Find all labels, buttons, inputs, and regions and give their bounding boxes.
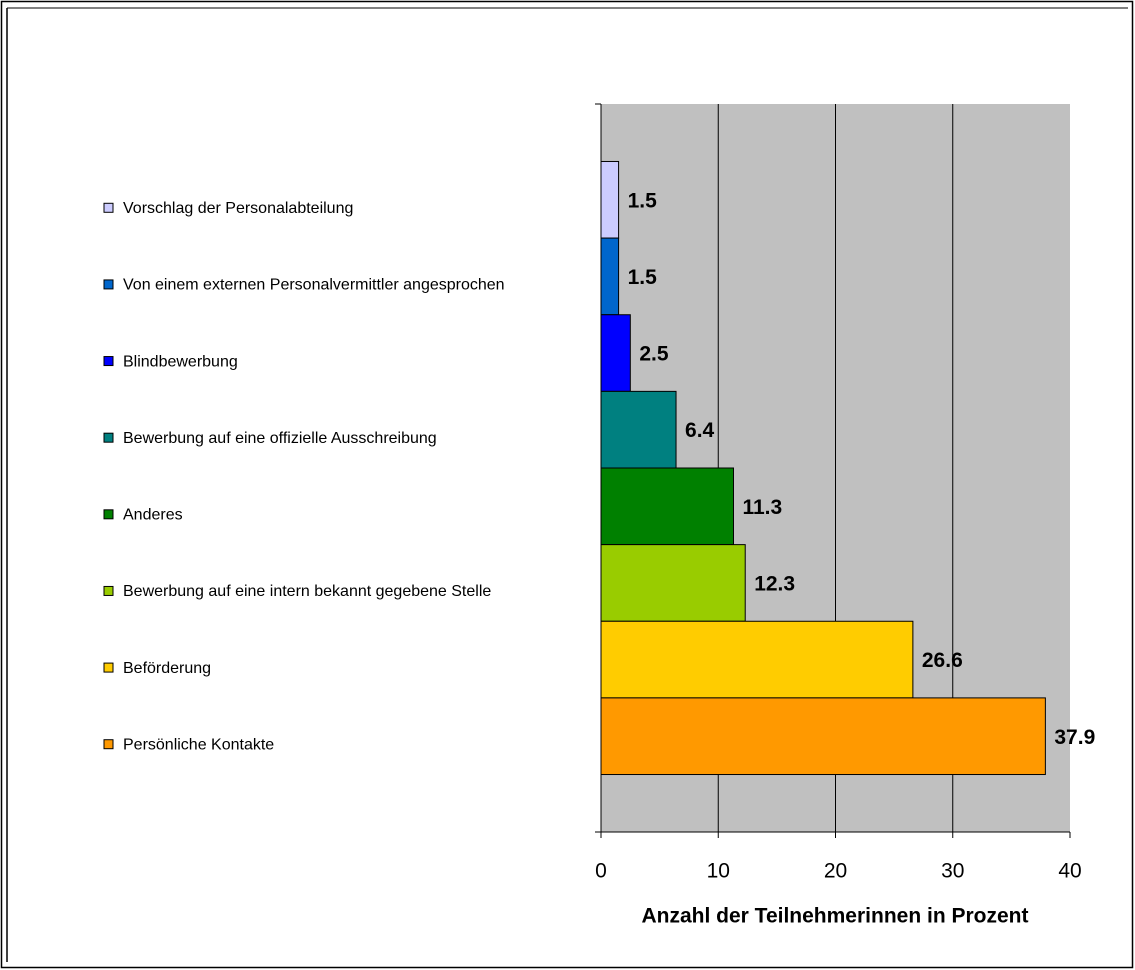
- legend-label: Persönliche Kontakte: [123, 736, 274, 753]
- legend-swatch: [103, 739, 114, 750]
- x-tick-label: 30: [941, 860, 964, 883]
- legend-label: Bewerbung auf eine offizielle Ausschreib…: [123, 430, 437, 447]
- value-label: 2.5: [639, 343, 669, 366]
- legend-label: Blindbewerbung: [123, 353, 238, 370]
- bar: [600, 314, 631, 392]
- bar: [600, 237, 620, 316]
- value-label: 6.4: [685, 419, 715, 442]
- value-label: 1.5: [628, 189, 658, 212]
- legend-swatch: [103, 356, 114, 367]
- legend-label: Von einem externen Personalvermittler an…: [123, 277, 505, 294]
- legend-label: Bewerbung auf eine intern bekannt gegebe…: [123, 583, 491, 600]
- legend-swatch: [103, 432, 114, 443]
- x-tick-label: 10: [707, 860, 730, 883]
- legend-swatch: [103, 202, 114, 213]
- bar: [600, 620, 914, 699]
- legend-label: Vorschlag der Personalabteilung: [123, 200, 353, 217]
- bar: [600, 697, 1046, 776]
- x-tick-label: 0: [595, 860, 607, 883]
- legend-label: Anderes: [123, 507, 183, 524]
- value-label: 12.3: [754, 572, 795, 595]
- bar: [600, 467, 734, 546]
- value-label: 26.6: [922, 649, 963, 672]
- legend-swatch: [103, 509, 114, 520]
- bar: [600, 544, 746, 622]
- bar: [600, 160, 620, 239]
- x-axis-label: Anzahl der Teilnehmerinnen in Prozent: [642, 905, 1029, 928]
- value-label: 37.9: [1054, 726, 1095, 749]
- x-tick-label: 40: [1058, 860, 1081, 883]
- legend-label: Beförderung: [123, 660, 211, 677]
- value-label: 1.5: [628, 266, 658, 289]
- x-tick-label: 20: [824, 860, 847, 883]
- legend-swatch: [103, 662, 114, 673]
- legend-swatch: [103, 585, 114, 596]
- value-label: 11.3: [742, 496, 782, 519]
- bar: [600, 390, 677, 469]
- legend-swatch: [103, 279, 114, 290]
